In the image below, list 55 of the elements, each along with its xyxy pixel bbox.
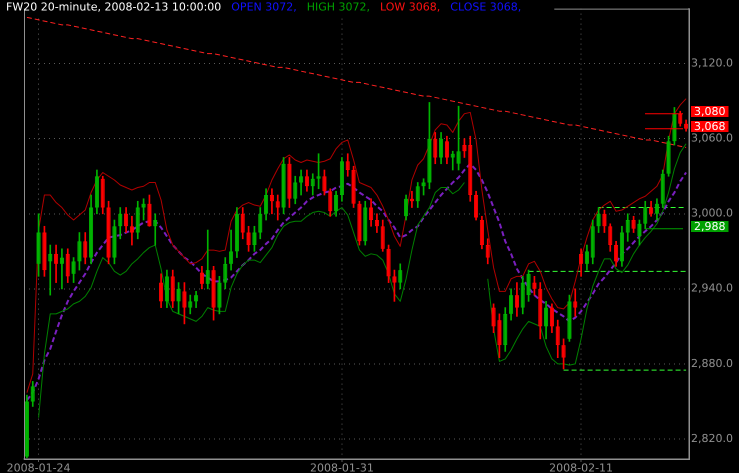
candlestick xyxy=(276,194,280,220)
candlestick xyxy=(30,381,35,407)
x-tick-label: 2008-02-11 xyxy=(549,461,614,473)
candlestick xyxy=(258,207,262,240)
annotation: CLOSE 3068, xyxy=(450,0,522,14)
candlestick xyxy=(573,288,578,317)
candlestick xyxy=(520,276,525,314)
candlestick xyxy=(206,230,210,290)
y-tick-label: 2,940.0 xyxy=(691,282,733,295)
candlestick xyxy=(433,132,438,164)
candlestick xyxy=(380,220,385,252)
annotation: OPEN 3072, xyxy=(231,0,297,14)
candlestick xyxy=(170,270,175,308)
x-tick-label: 2008-01-31 xyxy=(310,461,374,473)
candlestick xyxy=(100,176,105,214)
candlestick xyxy=(240,207,245,240)
candlestick xyxy=(450,150,455,170)
candlestick xyxy=(416,182,420,208)
candlestick xyxy=(626,213,630,242)
ref-line-label: 3,080 xyxy=(694,104,726,118)
candlestick xyxy=(153,213,158,246)
annotation: HIGH 3072, xyxy=(306,0,370,14)
candlestick xyxy=(608,223,612,252)
candlestick xyxy=(328,188,332,217)
ref-line-label: 3,068 xyxy=(694,120,726,133)
candlestick xyxy=(48,244,52,296)
candlestick xyxy=(188,294,192,314)
candlestick xyxy=(556,320,560,358)
candlestick xyxy=(590,220,595,264)
candlestick xyxy=(136,200,140,240)
candlestick xyxy=(310,173,315,196)
candlestick xyxy=(363,200,368,246)
candlestick xyxy=(486,238,490,264)
y-tick-label: 3,060.0 xyxy=(691,132,733,145)
candlestick xyxy=(643,200,648,230)
ref-line-label: 2,988 xyxy=(694,220,726,233)
candlestick xyxy=(660,170,665,208)
annotation: LOW 3068, xyxy=(380,0,440,14)
candlestick xyxy=(538,282,542,340)
candlestick xyxy=(223,257,228,290)
candlestick xyxy=(118,207,122,240)
y-tick-label: 3,000.0 xyxy=(691,206,733,220)
chart-title: FW20 20-minute, 2008-02-13 10:00:00 xyxy=(6,0,222,14)
candlestick xyxy=(66,248,70,283)
candlestick xyxy=(398,263,402,290)
line-series xyxy=(26,16,687,148)
candlestick xyxy=(293,176,298,204)
y-tick-label: 2,880.0 xyxy=(691,356,733,370)
x-tick-label: 2008-01-24 xyxy=(6,461,71,473)
candlestick xyxy=(346,153,350,177)
candlestick xyxy=(468,136,472,202)
candlestick xyxy=(503,307,508,352)
candlestick xyxy=(83,232,88,264)
y-tick-label: 2,820.0 xyxy=(691,432,733,445)
y-tick-label: 3,120.0 xyxy=(691,56,733,70)
